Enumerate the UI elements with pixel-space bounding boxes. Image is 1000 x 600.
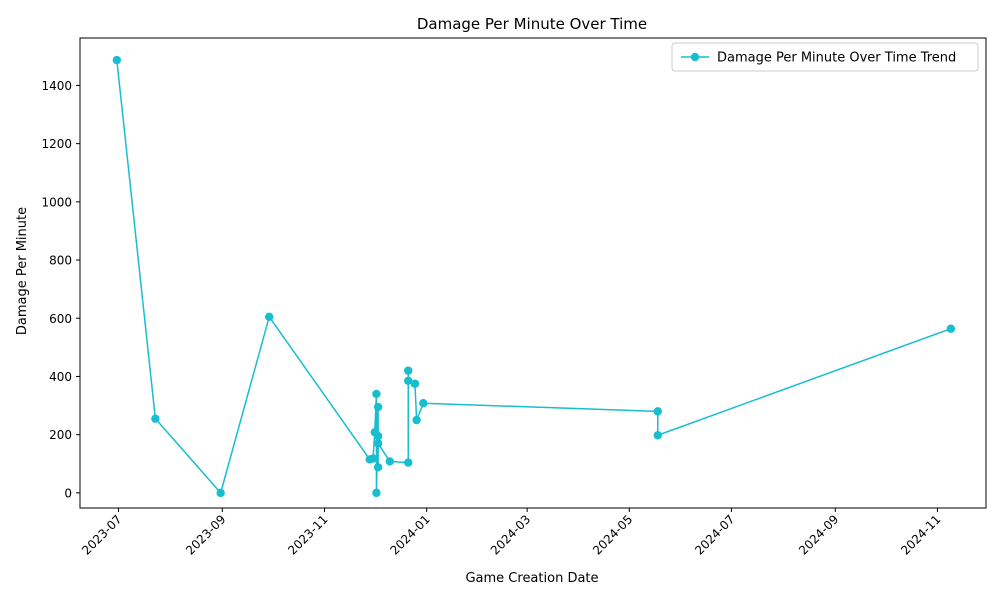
y-tick-label: 800	[49, 254, 72, 268]
data-point	[404, 366, 413, 375]
data-point	[412, 415, 421, 425]
data-point	[265, 312, 274, 321]
y-axis-title: Damage Per Minute	[15, 207, 30, 335]
data-point	[372, 389, 381, 399]
y-tick-label: 1200	[41, 137, 72, 151]
y-tick-label: 400	[49, 370, 72, 384]
y-tick-label: 600	[49, 312, 72, 326]
data-point	[653, 431, 662, 440]
legend-label: Damage Per Minute Over Time Trend	[717, 51, 956, 66]
legend-marker-swatch	[690, 52, 700, 62]
data-point	[410, 379, 420, 388]
chart-title: Damage Per Minute Over Time	[417, 15, 647, 33]
y-tick-label: 1000	[41, 195, 72, 209]
data-point	[216, 488, 225, 498]
plot-frame	[79, 37, 987, 509]
legend-box	[671, 42, 979, 72]
data-point	[404, 458, 413, 467]
data-point	[653, 407, 662, 416]
y-tick-label: 200	[49, 428, 72, 442]
data-point	[151, 414, 160, 423]
data-point	[372, 488, 381, 498]
data-point	[385, 457, 395, 466]
data-point	[419, 399, 428, 408]
data-point	[373, 402, 383, 412]
legend: Damage Per Minute Over Time Trend	[671, 42, 979, 72]
x-axis-title: Game Creation Date	[465, 571, 598, 586]
data-point	[404, 376, 413, 386]
data-point	[946, 324, 956, 333]
data-point	[373, 431, 383, 441]
data-point	[112, 55, 122, 65]
y-tick-label: 0	[64, 486, 72, 500]
data-point	[373, 439, 383, 448]
y-tick-label: 1400	[41, 79, 72, 93]
data-point	[373, 463, 383, 472]
data-point	[368, 454, 378, 463]
